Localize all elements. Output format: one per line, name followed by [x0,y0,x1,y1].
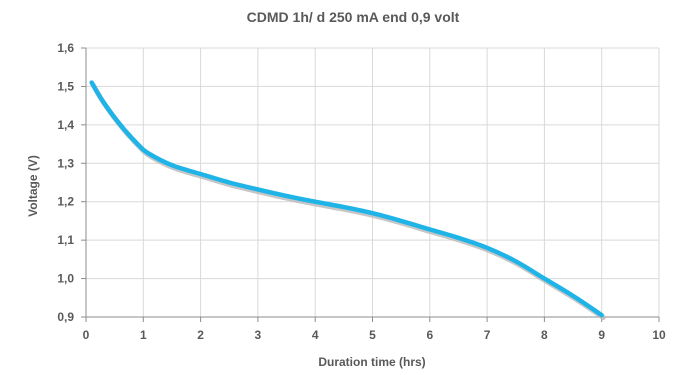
y-tick-label: 1,5 [57,79,74,93]
y-tick-label: 1,6 [57,41,74,55]
x-tick-label: 1 [140,328,147,342]
x-tick-label: 7 [484,328,491,342]
y-tick-label: 1,3 [57,156,74,170]
x-tick-label: 10 [652,328,666,342]
series-line [89,80,604,318]
y-tick-label: 1,0 [57,272,74,286]
x-tick-label: 4 [312,328,319,342]
x-tick-labels: 0 1 2 3 4 5 6 7 8 9 10 [83,328,666,342]
y-tick-label: 1,4 [57,118,74,132]
x-tick-label: 9 [598,328,605,342]
axes [81,47,660,322]
chart-title: CDMD 1h/ d 250 mA end 0,9 volt [247,9,460,25]
y-tick-labels: 0,9 1,0 1,1 1,2 1,3 1,4 1,5 1,6 [57,41,74,324]
x-tick-label: 2 [197,328,204,342]
series-layer [89,80,606,321]
x-axis-label: Duration time (hrs) [318,355,425,369]
x-tick-label: 8 [541,328,548,342]
y-tick-label: 1,1 [57,233,74,247]
grid [86,47,660,317]
y-axis-label: Voltage (V) [26,155,40,217]
y-tick-label: 0,9 [57,310,74,324]
x-tick-label: 6 [426,328,433,342]
y-tick-label: 1,2 [57,195,74,209]
x-tick-label: 5 [369,328,376,342]
x-tick-label: 3 [255,328,262,342]
x-tick-label: 0 [83,328,90,342]
